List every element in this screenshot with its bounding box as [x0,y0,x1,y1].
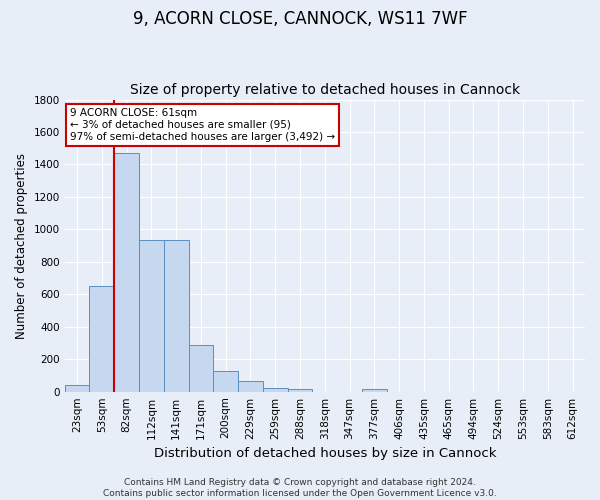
X-axis label: Distribution of detached houses by size in Cannock: Distribution of detached houses by size … [154,447,496,460]
Text: Contains HM Land Registry data © Crown copyright and database right 2024.
Contai: Contains HM Land Registry data © Crown c… [103,478,497,498]
Title: Size of property relative to detached houses in Cannock: Size of property relative to detached ho… [130,83,520,97]
Bar [89,286,114,392]
Bar [362,389,387,392]
Bar [287,389,313,392]
Bar [164,240,188,392]
Y-axis label: Number of detached properties: Number of detached properties [15,152,28,338]
Bar [263,388,287,392]
Bar [238,381,263,392]
Bar [139,240,164,392]
Text: 9 ACORN CLOSE: 61sqm
← 3% of detached houses are smaller (95)
97% of semi-detach: 9 ACORN CLOSE: 61sqm ← 3% of detached ho… [70,108,335,142]
Bar [114,153,139,392]
Bar [65,385,89,392]
Bar [214,372,238,392]
Bar [188,344,214,392]
Text: 9, ACORN CLOSE, CANNOCK, WS11 7WF: 9, ACORN CLOSE, CANNOCK, WS11 7WF [133,10,467,28]
